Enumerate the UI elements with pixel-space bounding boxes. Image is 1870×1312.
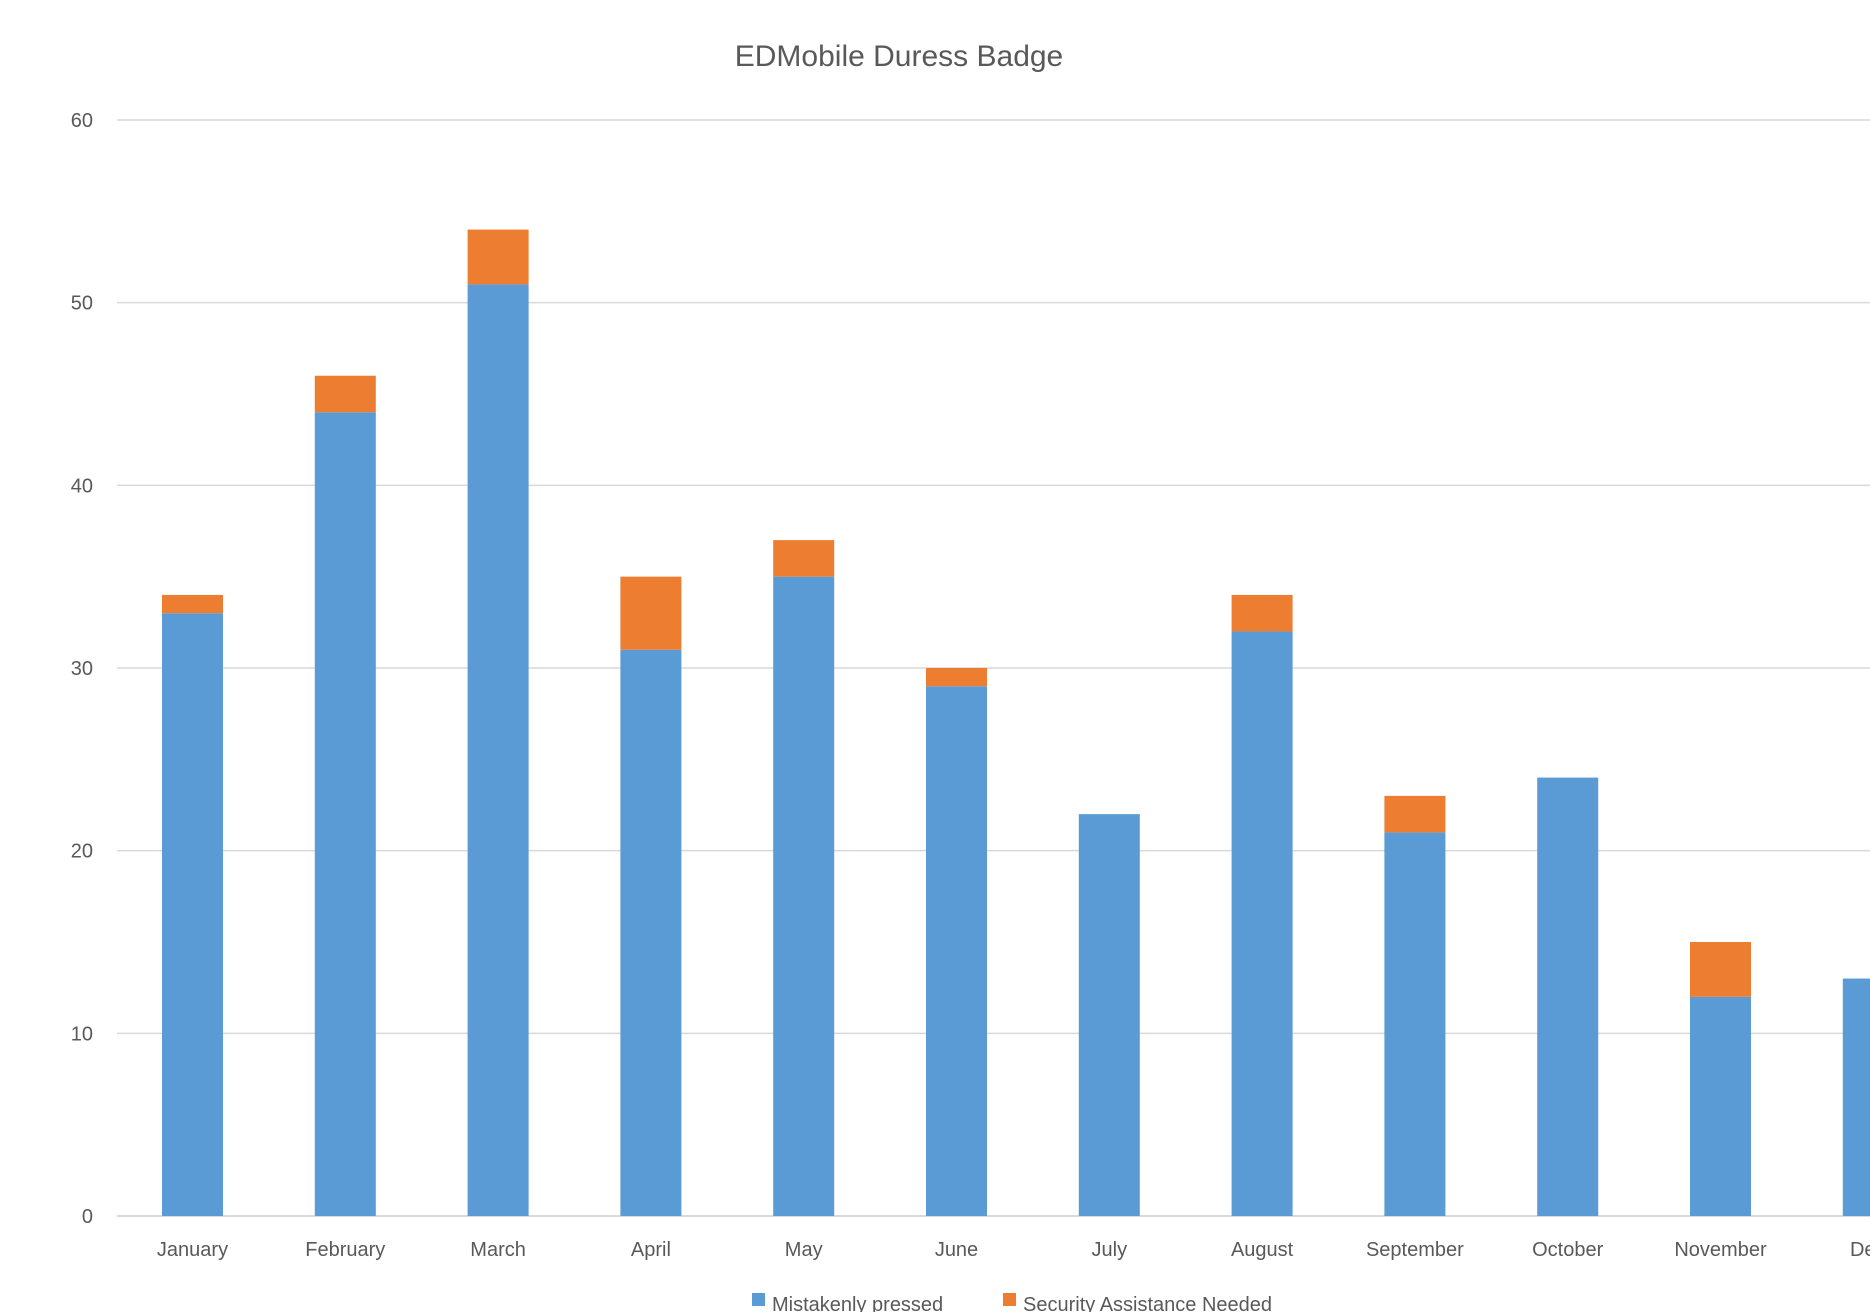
bar-security-assistance-may — [773, 540, 835, 577]
bars — [162, 229, 1870, 1216]
x-tick-label: May — [785, 1239, 823, 1261]
bar-mistakenly-pressed-march — [467, 284, 529, 1216]
x-tick-label: March — [470, 1239, 526, 1261]
bar-security-assistance-february — [314, 375, 376, 413]
bar-security-assistance-january — [162, 594, 223, 614]
y-tick-label: 0 — [82, 1206, 93, 1228]
x-tick-label: January — [157, 1239, 228, 1261]
bar-security-assistance-march — [467, 229, 529, 285]
bar-mistakenly-pressed-dece — [1842, 978, 1870, 1216]
y-tick-label: 60 — [71, 110, 93, 132]
legend: Mistakenly pressed Security Assistance Ne… — [752, 1293, 1272, 1312]
bar-mistakenly-pressed-may — [773, 576, 835, 1216]
bar-security-assistance-june — [926, 668, 987, 687]
y-tick-label: 10 — [71, 1023, 93, 1045]
bar-mistakenly-pressed-october — [1537, 777, 1599, 1216]
bar-mistakenly-pressed-april — [620, 649, 682, 1216]
bar-mistakenly-pressed-august — [1231, 631, 1293, 1216]
x-tick-label: September — [1366, 1239, 1464, 1261]
x-axis-ticks: January February March April May June July Augu… — [157, 1239, 1870, 1261]
bar-mistakenly-pressed-september — [1384, 832, 1446, 1216]
chart-title: EDMobile Duress Badge — [735, 40, 1064, 73]
gridlines — [117, 119, 1870, 1217]
x-tick-label: July — [1092, 1239, 1128, 1261]
x-tick-label: October — [1532, 1239, 1603, 1261]
x-tick-label: February — [305, 1239, 385, 1261]
legend-label: Security Assistance Needed — [1023, 1294, 1272, 1312]
legend-swatch — [752, 1293, 765, 1306]
x-tick-label: June — [935, 1239, 978, 1261]
bar-security-assistance-november — [1690, 942, 1751, 997]
bar-mistakenly-pressed-january — [162, 613, 223, 1216]
x-tick-label: November — [1674, 1239, 1767, 1261]
bar-security-assistance-april — [620, 576, 682, 650]
y-tick-label: 30 — [71, 658, 93, 680]
x-tick-label: Dece — [1850, 1239, 1870, 1261]
legend-label: Mistakenly pressed — [772, 1294, 943, 1312]
y-tick-label: 40 — [71, 475, 93, 497]
x-tick-label: April — [631, 1239, 671, 1261]
y-axis-ticks: 0 10 20 30 40 50 60 — [71, 110, 93, 1228]
y-tick-label: 20 — [71, 841, 93, 863]
bar-mistakenly-pressed-july — [1078, 814, 1140, 1216]
legend-swatch — [1003, 1293, 1016, 1306]
bar-security-assistance-september — [1384, 795, 1446, 833]
bar-mistakenly-pressed-june — [926, 686, 987, 1216]
bar-mistakenly-pressed-february — [314, 412, 376, 1216]
bar-mistakenly-pressed-november — [1690, 996, 1751, 1216]
bar-security-assistance-august — [1231, 594, 1293, 632]
x-tick-label: August — [1231, 1239, 1294, 1261]
y-tick-label: 50 — [71, 293, 93, 315]
